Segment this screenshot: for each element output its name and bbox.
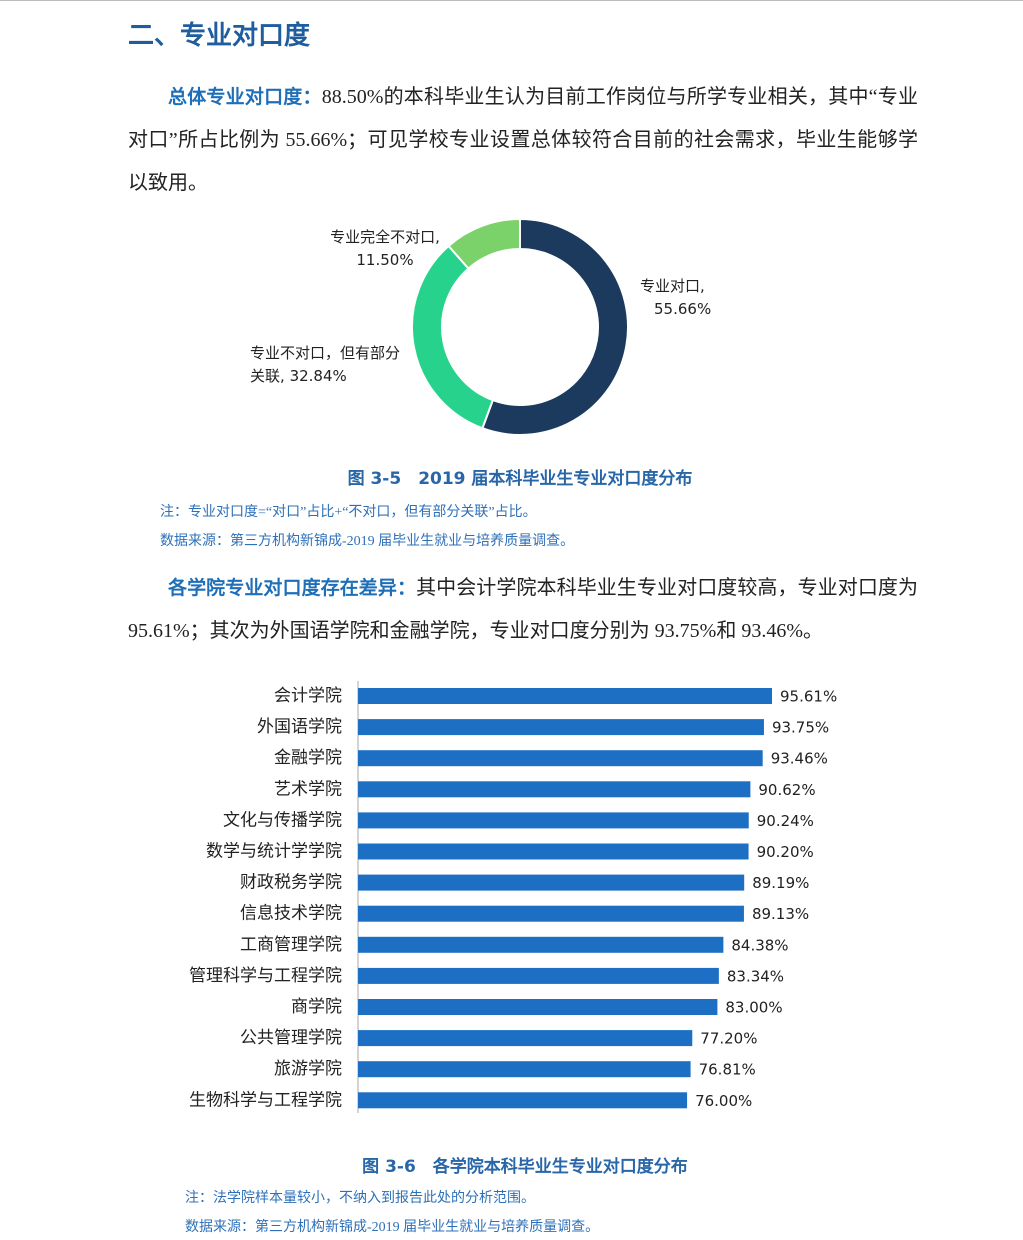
value-label: 76.00%: [695, 1092, 752, 1110]
bar: [358, 781, 751, 798]
value-label: 83.34%: [727, 967, 784, 985]
slice-label: 专业不对口，但有部分关联, 32.84%: [250, 342, 400, 388]
figure-source: 数据来源：第三方机构新锦成-2019 届毕业生就业与培养质量调查。: [185, 1220, 600, 1235]
category-label: 公共管理学院: [240, 1028, 342, 1048]
bar: [358, 843, 749, 860]
slice-label: 专业对口, 55.66%: [640, 275, 760, 321]
donut-slice: [481, 217, 629, 436]
figure-caption: 图 3-6 各学院本科毕业生专业对口度分布: [362, 1157, 688, 1177]
slice-value: 32.84%: [289, 367, 347, 385]
value-label: 90.20%: [757, 843, 814, 861]
value-label: 77.20%: [700, 1030, 757, 1048]
category-label: 外国语学院: [257, 717, 342, 737]
category-label: 生物科学与工程学院: [189, 1090, 342, 1110]
value-label: 95.61%: [780, 688, 837, 706]
donut-slice: [447, 217, 521, 270]
category-label: 艺术学院: [274, 779, 342, 799]
paragraph: 各学院专业对口度存在差异：其中会计学院本科毕业生专业对口度较高，专业对口度为 9…: [128, 567, 918, 653]
slice-value: 11.50%: [356, 251, 414, 269]
figure-note: 注：法学院样本量较小，不纳入到报告此处的分析范围。: [185, 1191, 535, 1206]
slice-name: 专业对口,: [640, 277, 705, 295]
slice-name: 专业完全不对口,: [330, 228, 440, 246]
paragraph-text: 88.50%的本科毕业生认为目前工作岗位与所学专业相关，其中“专业对口”所占比例…: [128, 86, 918, 194]
bar: [358, 688, 772, 704]
category-label: 商学院: [291, 997, 342, 1017]
bar: [358, 999, 718, 1015]
bar: [358, 750, 763, 767]
bar: [358, 936, 724, 953]
value-label: 76.81%: [699, 1061, 756, 1079]
category-label: 信息技术学院: [240, 904, 342, 924]
value-label: 89.13%: [752, 905, 809, 923]
bar: [358, 719, 764, 736]
figure-note: 注：专业对口度=“对口”占比+“不对口，但有部分关联”占比。: [160, 505, 537, 520]
heading: 二、专业对口度: [128, 21, 311, 51]
category-label: 财政税务学院: [240, 873, 342, 893]
value-label: 90.24%: [757, 812, 814, 830]
bar: [358, 1030, 693, 1047]
value-label: 93.46%: [771, 750, 828, 768]
category-label: 金融学院: [274, 748, 342, 768]
paragraph-lead: 各学院专业对口度存在差异：: [168, 577, 417, 599]
slice-name: 专业不对口，但有部分关联,: [250, 344, 401, 385]
paragraph-lead: 总体专业对口度：: [168, 86, 322, 108]
slice-label: 专业完全不对口, 11.50%: [315, 226, 455, 272]
category-label: 工商管理学院: [240, 935, 342, 955]
value-label: 90.62%: [758, 781, 815, 799]
value-label: 93.75%: [772, 719, 829, 737]
category-label: 文化与传播学院: [223, 810, 342, 830]
paragraph: 总体专业对口度：88.50%的本科毕业生认为目前工作岗位与所学专业相关，其中“专…: [128, 76, 918, 205]
bar: [358, 874, 745, 891]
figure-source: 数据来源：第三方机构新锦成-2019 届毕业生就业与培养质量调查。: [160, 534, 575, 549]
bar-chart: 会计学院 95.61% 外国语学院 93.75% 金融学院 93.46% 艺术学院 90.62…: [189, 681, 837, 1113]
donut-chart: [411, 217, 629, 436]
value-label: 83.00%: [725, 999, 782, 1017]
category-label: 旅游学院: [274, 1059, 342, 1079]
value-label: 84.38%: [731, 936, 788, 954]
bar: [358, 905, 744, 922]
paragraph-text: 其中会计学院本科毕业生专业对口度较高，专业对口度为 95.61%；其次为外国语学…: [128, 577, 918, 642]
donut-slice: [411, 244, 495, 430]
value-label: 89.19%: [752, 874, 809, 892]
bar: [358, 967, 719, 984]
slice-value: 55.66%: [654, 300, 712, 318]
category-label: 数学与统计学学院: [206, 842, 342, 862]
bar: [358, 1092, 688, 1109]
category-label: 会计学院: [274, 686, 342, 706]
category-label: 管理科学与工程学院: [189, 966, 342, 986]
bar: [358, 1061, 691, 1078]
bar: [358, 812, 749, 829]
figure-caption: 图 3-5 2019 届本科毕业生专业对口度分布: [347, 469, 693, 489]
